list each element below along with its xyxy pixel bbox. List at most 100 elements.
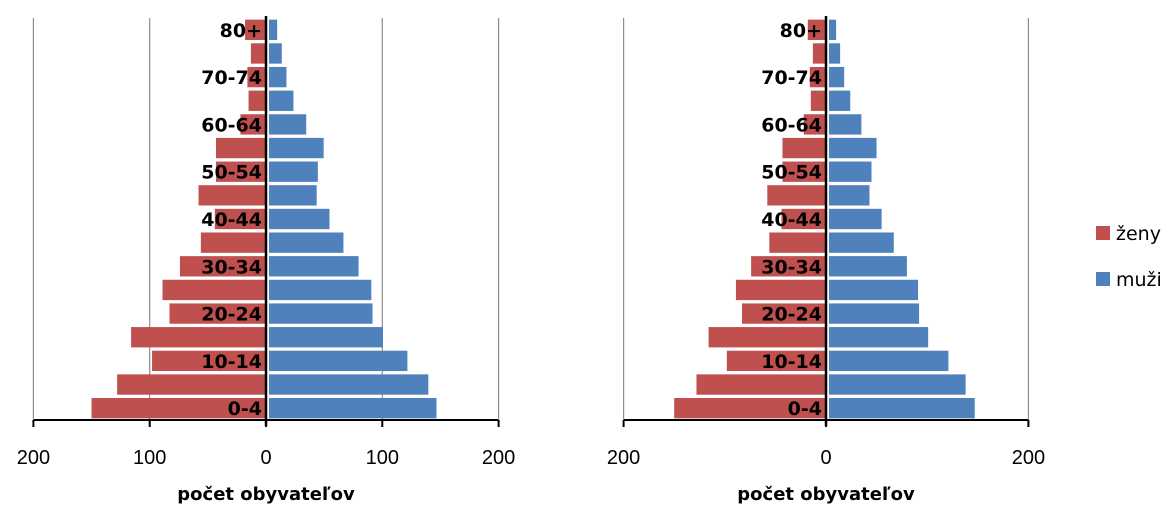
bar-zeny-65-69: [810, 90, 826, 111]
bar-zeny-10-14: [152, 350, 266, 372]
bar-muzi-55-59: [829, 137, 877, 159]
bar-muzi-65-69: [829, 90, 851, 111]
x-tick-label: 0: [820, 447, 831, 469]
age-label-50-54: 50-54: [761, 162, 822, 184]
x-axis-title: počet obyvateľov: [737, 484, 915, 505]
bar-zeny-5-9: [117, 374, 266, 395]
bar-zeny-55-59: [215, 137, 266, 159]
bar-zeny-10-14: [726, 350, 826, 372]
legend-swatch-zeny: [1096, 226, 1110, 240]
age-label-10-14: 10-14: [761, 351, 822, 373]
x-tick-label: 0: [260, 447, 271, 469]
age-label-60-64: 60-64: [761, 114, 822, 136]
x-tick-label: 100: [366, 447, 399, 469]
bar-muzi-30-34: [829, 256, 907, 277]
age-label-30-34: 30-34: [761, 256, 822, 278]
bar-zeny-75-79: [250, 43, 266, 64]
bar-zeny-15-19: [131, 327, 266, 348]
age-label-80+: 80+: [780, 20, 822, 42]
bar-muzi-45-49: [269, 185, 317, 206]
x-axis-title: počet obyvateľov: [177, 484, 355, 505]
legend: ženy muži: [1096, 223, 1162, 291]
age-label-60-64: 60-64: [201, 114, 262, 136]
bar-muzi-75-79: [829, 43, 841, 64]
bar-zeny-20-24: [169, 303, 266, 324]
bar-muzi-75-79: [269, 43, 282, 64]
bar-zeny-0-4: [91, 398, 266, 419]
bar-zeny-80+: [807, 19, 826, 40]
bar-zeny-30-34: [179, 256, 266, 277]
bar-zeny-60-64: [803, 114, 826, 135]
bar-muzi-80+: [829, 19, 837, 40]
bar-zeny-50-54: [215, 161, 266, 182]
age-label-20-24: 20-24: [761, 304, 822, 326]
bar-zeny-40-44: [781, 208, 826, 230]
age-label-40-44: 40-44: [201, 209, 262, 231]
bar-muzi-70-74: [829, 66, 845, 88]
bar-muzi-50-54: [269, 161, 318, 182]
bar-muzi-15-19: [269, 327, 383, 348]
bar-zeny-0-4: [674, 398, 826, 419]
bar-muzi-60-64: [269, 114, 307, 135]
bar-muzi-35-39: [829, 232, 894, 253]
bar-zeny-25-29: [162, 279, 266, 301]
bar-zeny-25-29: [735, 279, 826, 301]
bar-zeny-30-34: [751, 256, 826, 277]
legend-swatch-muzi: [1096, 272, 1110, 286]
bar-muzi-55-59: [269, 137, 324, 159]
bar-muzi-0-4: [829, 398, 975, 419]
bar-muzi-20-24: [269, 303, 373, 324]
bar-zeny-45-49: [198, 185, 266, 206]
x-tick-label: 200: [17, 447, 50, 469]
bar-zeny-50-54: [782, 161, 826, 182]
age-label-0-4: 0-4: [228, 398, 262, 420]
pyramid-1: 0-4 10-14 20-24 30-34 40-44 50-54 60-64 70-74 80…: [17, 16, 515, 505]
x-tick-label: 100: [133, 447, 166, 469]
age-label-50-54: 50-54: [201, 162, 262, 184]
age-label-70-74: 70-74: [201, 67, 262, 89]
bar-muzi-40-44: [829, 208, 882, 230]
bar-muzi-10-14: [269, 350, 408, 372]
bar-zeny-45-49: [767, 185, 826, 206]
bar-zeny-35-39: [769, 232, 826, 253]
bar-zeny-35-39: [200, 232, 266, 253]
legend-label-zeny: ženy: [1116, 223, 1161, 245]
age-label-80+: 80+: [220, 20, 262, 42]
bar-muzi-30-34: [269, 256, 359, 277]
bar-muzi-60-64: [829, 114, 862, 135]
bar-zeny-75-79: [812, 43, 826, 64]
bar-zeny-80+: [245, 19, 266, 40]
bar-muzi-5-9: [269, 374, 429, 395]
age-label-40-44: 40-44: [761, 209, 822, 231]
pyramid-2: 0-4 10-14 20-24 30-34 40-44 50-54 60-64 70-74 80…: [607, 16, 1045, 505]
age-label-70-74: 70-74: [761, 67, 822, 89]
bar-zeny-40-44: [214, 208, 266, 230]
age-label-0-4: 0-4: [788, 398, 822, 420]
bar-muzi-15-19: [829, 327, 929, 348]
bar-muzi-70-74: [269, 66, 287, 88]
bar-muzi-50-54: [829, 161, 872, 182]
bar-zeny-5-9: [696, 374, 826, 395]
bar-muzi-35-39: [269, 232, 344, 253]
bar-muzi-65-69: [269, 90, 294, 111]
bar-muzi-40-44: [269, 208, 330, 230]
bar-zeny-55-59: [782, 137, 826, 159]
bar-muzi-45-49: [829, 185, 870, 206]
bar-zeny-70-74: [809, 66, 826, 88]
legend-label-muzi: muži: [1116, 269, 1162, 291]
bar-zeny-20-24: [742, 303, 826, 324]
x-tick-label: 200: [607, 447, 640, 469]
x-tick-label: 200: [482, 447, 515, 469]
bar-zeny-70-74: [247, 66, 266, 88]
bar-muzi-20-24: [829, 303, 920, 324]
age-label-20-24: 20-24: [201, 304, 262, 326]
bar-zeny-60-64: [240, 114, 266, 135]
bar-muzi-0-4: [269, 398, 437, 419]
age-label-10-14: 10-14: [201, 351, 262, 373]
bar-muzi-25-29: [829, 279, 919, 301]
bar-muzi-10-14: [829, 350, 949, 372]
bar-muzi-25-29: [269, 279, 372, 301]
bar-muzi-80+: [269, 19, 278, 40]
x-tick-label: 200: [1012, 447, 1045, 469]
bar-muzi-5-9: [829, 374, 966, 395]
